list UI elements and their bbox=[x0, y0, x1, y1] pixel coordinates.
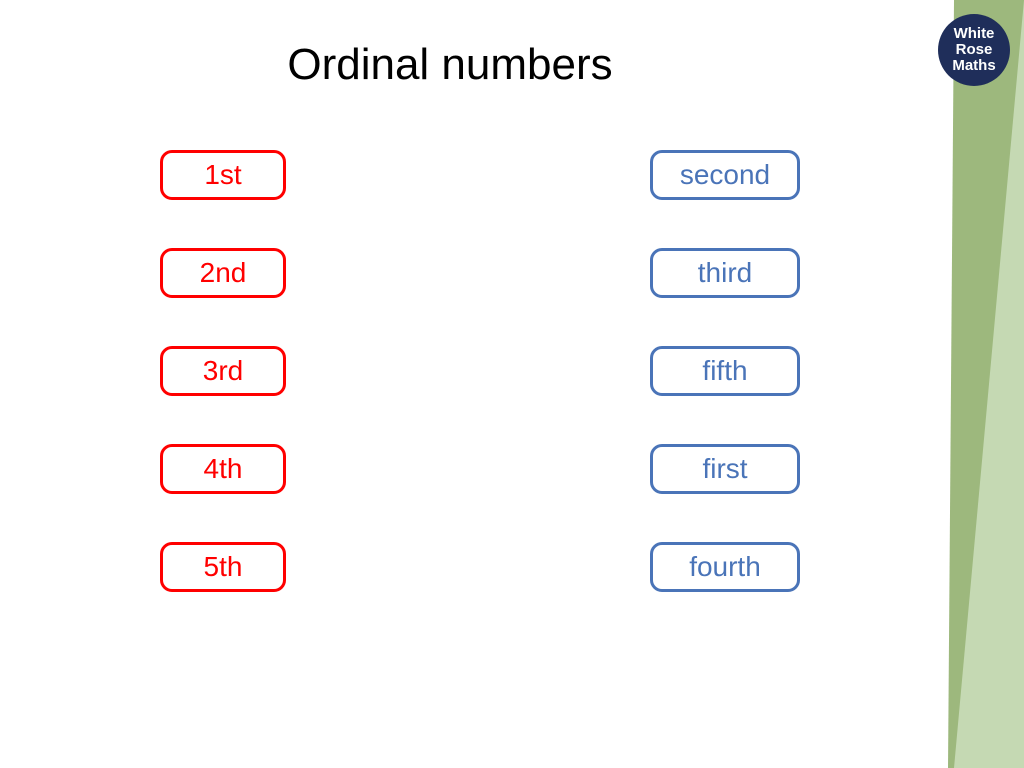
card-label: 3rd bbox=[203, 355, 243, 387]
card-label: fifth bbox=[702, 355, 747, 387]
ordinal-word-card[interactable]: third bbox=[650, 248, 800, 298]
card-label: first bbox=[702, 453, 747, 485]
ordinal-word-card[interactable]: second bbox=[650, 150, 800, 200]
ordinal-abbrev-card[interactable]: 2nd bbox=[160, 248, 286, 298]
card-label: 2nd bbox=[200, 257, 247, 289]
card-label: 4th bbox=[204, 453, 243, 485]
logo-line-1: White bbox=[954, 26, 995, 42]
ordinal-abbrev-card[interactable]: 5th bbox=[160, 542, 286, 592]
logo-line-2: Rose bbox=[956, 42, 993, 58]
ordinal-abbrev-card[interactable]: 1st bbox=[160, 150, 286, 200]
page-title: Ordinal numbers bbox=[0, 40, 900, 90]
card-label: second bbox=[680, 159, 770, 191]
card-label: fourth bbox=[689, 551, 761, 583]
ordinal-abbrev-card[interactable]: 4th bbox=[160, 444, 286, 494]
card-label: 5th bbox=[204, 551, 243, 583]
white-rose-maths-logo: White Rose Maths bbox=[938, 14, 1010, 86]
card-label: 1st bbox=[204, 159, 241, 191]
matching-columns: 1st 2nd 3rd 4th 5th second third fifth first fou… bbox=[160, 150, 800, 592]
card-label: third bbox=[698, 257, 752, 289]
ordinal-abbrev-column: 1st 2nd 3rd 4th 5th bbox=[160, 150, 286, 592]
side-decorative-band bbox=[904, 0, 1024, 768]
logo-line-3: Maths bbox=[952, 58, 995, 74]
ordinal-word-card[interactable]: fourth bbox=[650, 542, 800, 592]
ordinal-word-card[interactable]: fifth bbox=[650, 346, 800, 396]
ordinal-word-column: second third fifth first fourth bbox=[650, 150, 800, 592]
ordinal-word-card[interactable]: first bbox=[650, 444, 800, 494]
ordinal-abbrev-card[interactable]: 3rd bbox=[160, 346, 286, 396]
